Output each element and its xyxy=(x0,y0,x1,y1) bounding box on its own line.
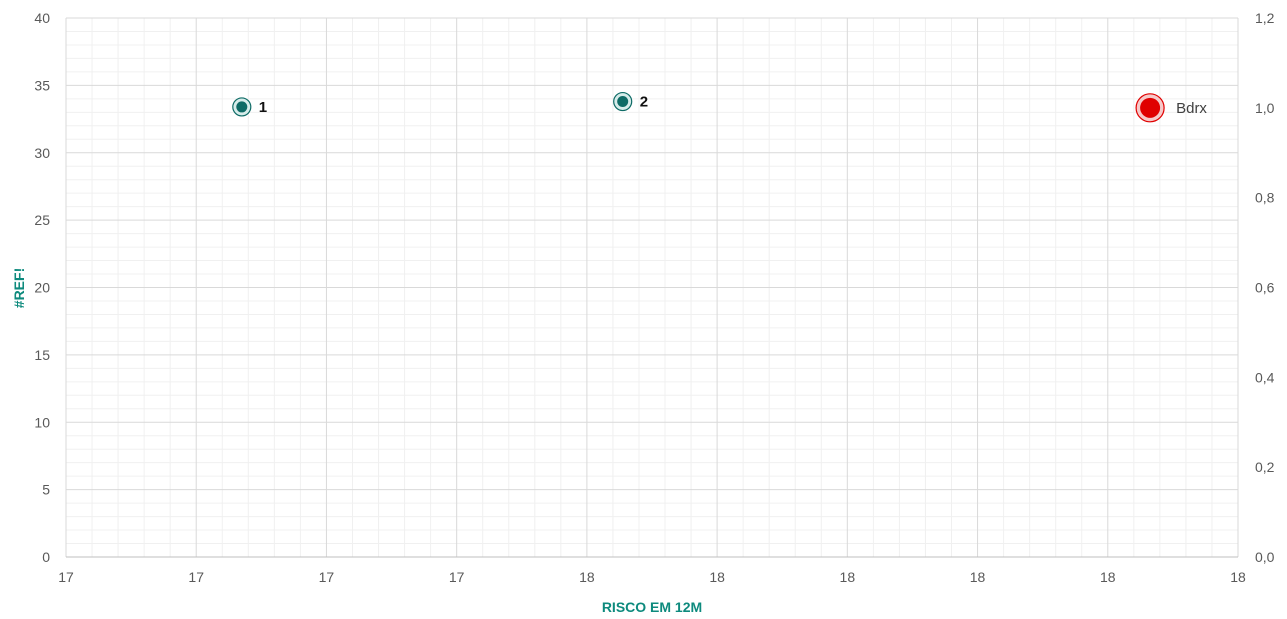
y-tick-label: 30 xyxy=(34,145,50,161)
y2-tick-label: 0,4 xyxy=(1255,369,1275,385)
point-label: Bdrx xyxy=(1176,100,1207,117)
y-tick-label: 35 xyxy=(34,77,50,93)
x-axis-title: RISCO EM 12M xyxy=(602,599,702,615)
x-axis-ticks: 17 17 17 17 18 18 18 18 18 18 xyxy=(58,569,1246,585)
x-tick-label: 18 xyxy=(579,569,595,585)
major-grid xyxy=(65,17,1239,558)
x-tick-label: 17 xyxy=(449,569,465,585)
x-tick-label: 18 xyxy=(970,569,986,585)
point-marker xyxy=(617,96,629,108)
y2-tick-label: 0,6 xyxy=(1255,280,1275,296)
y-axis-right-ticks: 0,0 0,2 0,4 0,6 0,8 1,0 1,2 xyxy=(1255,10,1275,565)
x-tick-label: 17 xyxy=(58,569,74,585)
y2-tick-label: 0,2 xyxy=(1255,459,1275,475)
y-tick-label: 15 xyxy=(34,347,50,363)
data-points: 1 2 Bdrx xyxy=(232,91,1207,123)
y-tick-label: 20 xyxy=(34,280,50,296)
point-marker xyxy=(1140,97,1161,118)
x-tick-label: 18 xyxy=(1230,569,1246,585)
point-label: 1 xyxy=(259,99,267,116)
y-tick-label: 25 xyxy=(34,212,50,228)
y-tick-label: 0 xyxy=(42,549,50,565)
x-tick-label: 17 xyxy=(188,569,204,585)
x-tick-label: 18 xyxy=(709,569,725,585)
y-tick-label: 5 xyxy=(42,482,50,498)
y-tick-label: 10 xyxy=(34,414,50,430)
y-axis-title: #REF! xyxy=(11,268,27,308)
y2-tick-label: 0,8 xyxy=(1255,190,1275,206)
y-tick-label: 40 xyxy=(34,10,50,26)
point-label: 2 xyxy=(640,94,648,111)
y2-tick-label: 1,0 xyxy=(1255,100,1275,116)
point-marker xyxy=(236,101,248,113)
x-tick-label: 17 xyxy=(319,569,335,585)
y-axis-left-ticks: 0 5 10 15 20 25 30 35 40 xyxy=(34,10,50,565)
x-tick-label: 18 xyxy=(1100,569,1116,585)
y2-tick-label: 1,2 xyxy=(1255,10,1275,26)
y2-tick-label: 0,0 xyxy=(1255,549,1275,565)
x-tick-label: 18 xyxy=(840,569,856,585)
